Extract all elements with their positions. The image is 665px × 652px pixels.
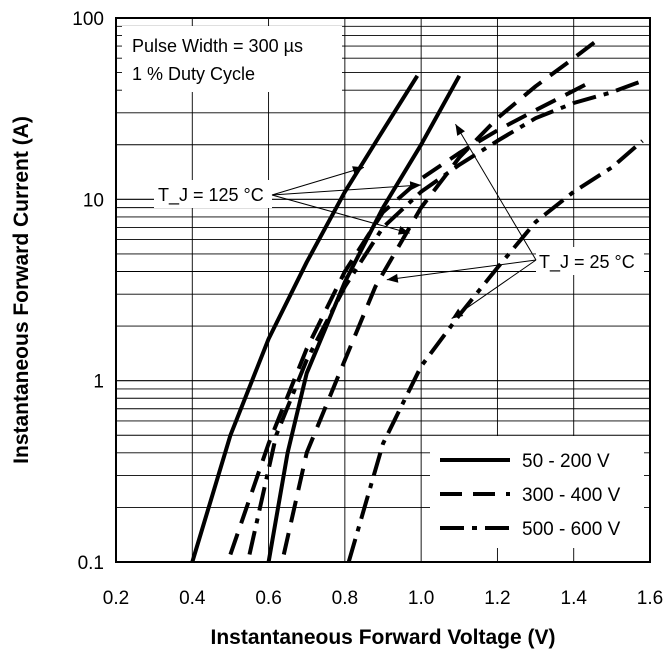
y-axis-title: Instantaneous Forward Current (A) xyxy=(10,116,33,464)
arrowhead xyxy=(409,181,422,191)
series-layer xyxy=(190,39,644,563)
y-tick-label: 100 xyxy=(72,9,104,30)
grid xyxy=(116,18,650,562)
arrowhead xyxy=(397,225,410,235)
annotation-leader xyxy=(271,184,422,196)
x-tick-label: 0.4 xyxy=(179,588,206,609)
x-tick-label: 0.2 xyxy=(103,588,129,609)
arrowhead xyxy=(352,166,364,175)
tj-cold-label: T_J = 25 °C xyxy=(539,252,635,273)
note-line-1: Pulse Width = 300 µs xyxy=(132,36,303,56)
annotation-leader xyxy=(271,166,365,196)
series-line xyxy=(247,79,644,555)
series-line xyxy=(228,79,594,556)
x-tick-label: 1.4 xyxy=(561,588,588,609)
tj-hot-label: T_J = 125 °C xyxy=(158,185,264,206)
x-tick-label: 1.0 xyxy=(408,588,434,609)
y-tick-label: 10 xyxy=(83,190,104,211)
annotation-leader xyxy=(271,194,410,234)
x-tick-label: 0.8 xyxy=(332,588,358,609)
series-line xyxy=(266,74,462,563)
arrowhead xyxy=(386,273,399,283)
legend-label: 500 - 600 V xyxy=(522,519,621,540)
arrowhead xyxy=(455,124,465,136)
x-axis-title: Instantaneous Forward Voltage (V) xyxy=(211,626,556,649)
annotation-leader xyxy=(451,259,537,319)
y-tick-label: 1 xyxy=(93,372,104,393)
legend: 50 - 200 V 300 - 400 V 500 - 600 V xyxy=(440,451,621,540)
arrowhead xyxy=(451,308,464,319)
plot-frame xyxy=(115,17,651,563)
tj-hot-label-bg xyxy=(154,180,272,208)
note-box xyxy=(122,26,342,92)
legend-box xyxy=(430,436,644,548)
series-line xyxy=(346,139,644,563)
x-tick-label: 0.6 xyxy=(255,588,281,609)
legend-label: 50 - 200 V xyxy=(522,451,610,472)
series-line xyxy=(281,39,598,555)
tick-labels: 0.2 0.4 0.6 0.8 1.0 1.2 1.4 1.6 0.1 1 10 100 xyxy=(72,9,663,609)
annotation-leader xyxy=(455,123,537,261)
annotation-leader xyxy=(386,259,537,281)
y-tick-label: 0.1 xyxy=(78,553,104,574)
annotation-arrows xyxy=(271,123,537,319)
series-line xyxy=(190,74,419,563)
tj-cold-label-bg xyxy=(536,247,644,275)
x-tick-label: 1.2 xyxy=(484,588,510,609)
legend-label: 300 - 400 V xyxy=(522,485,621,506)
x-tick-label: 1.6 xyxy=(637,588,663,609)
note-line-2: 1 % Duty Cycle xyxy=(132,64,255,84)
